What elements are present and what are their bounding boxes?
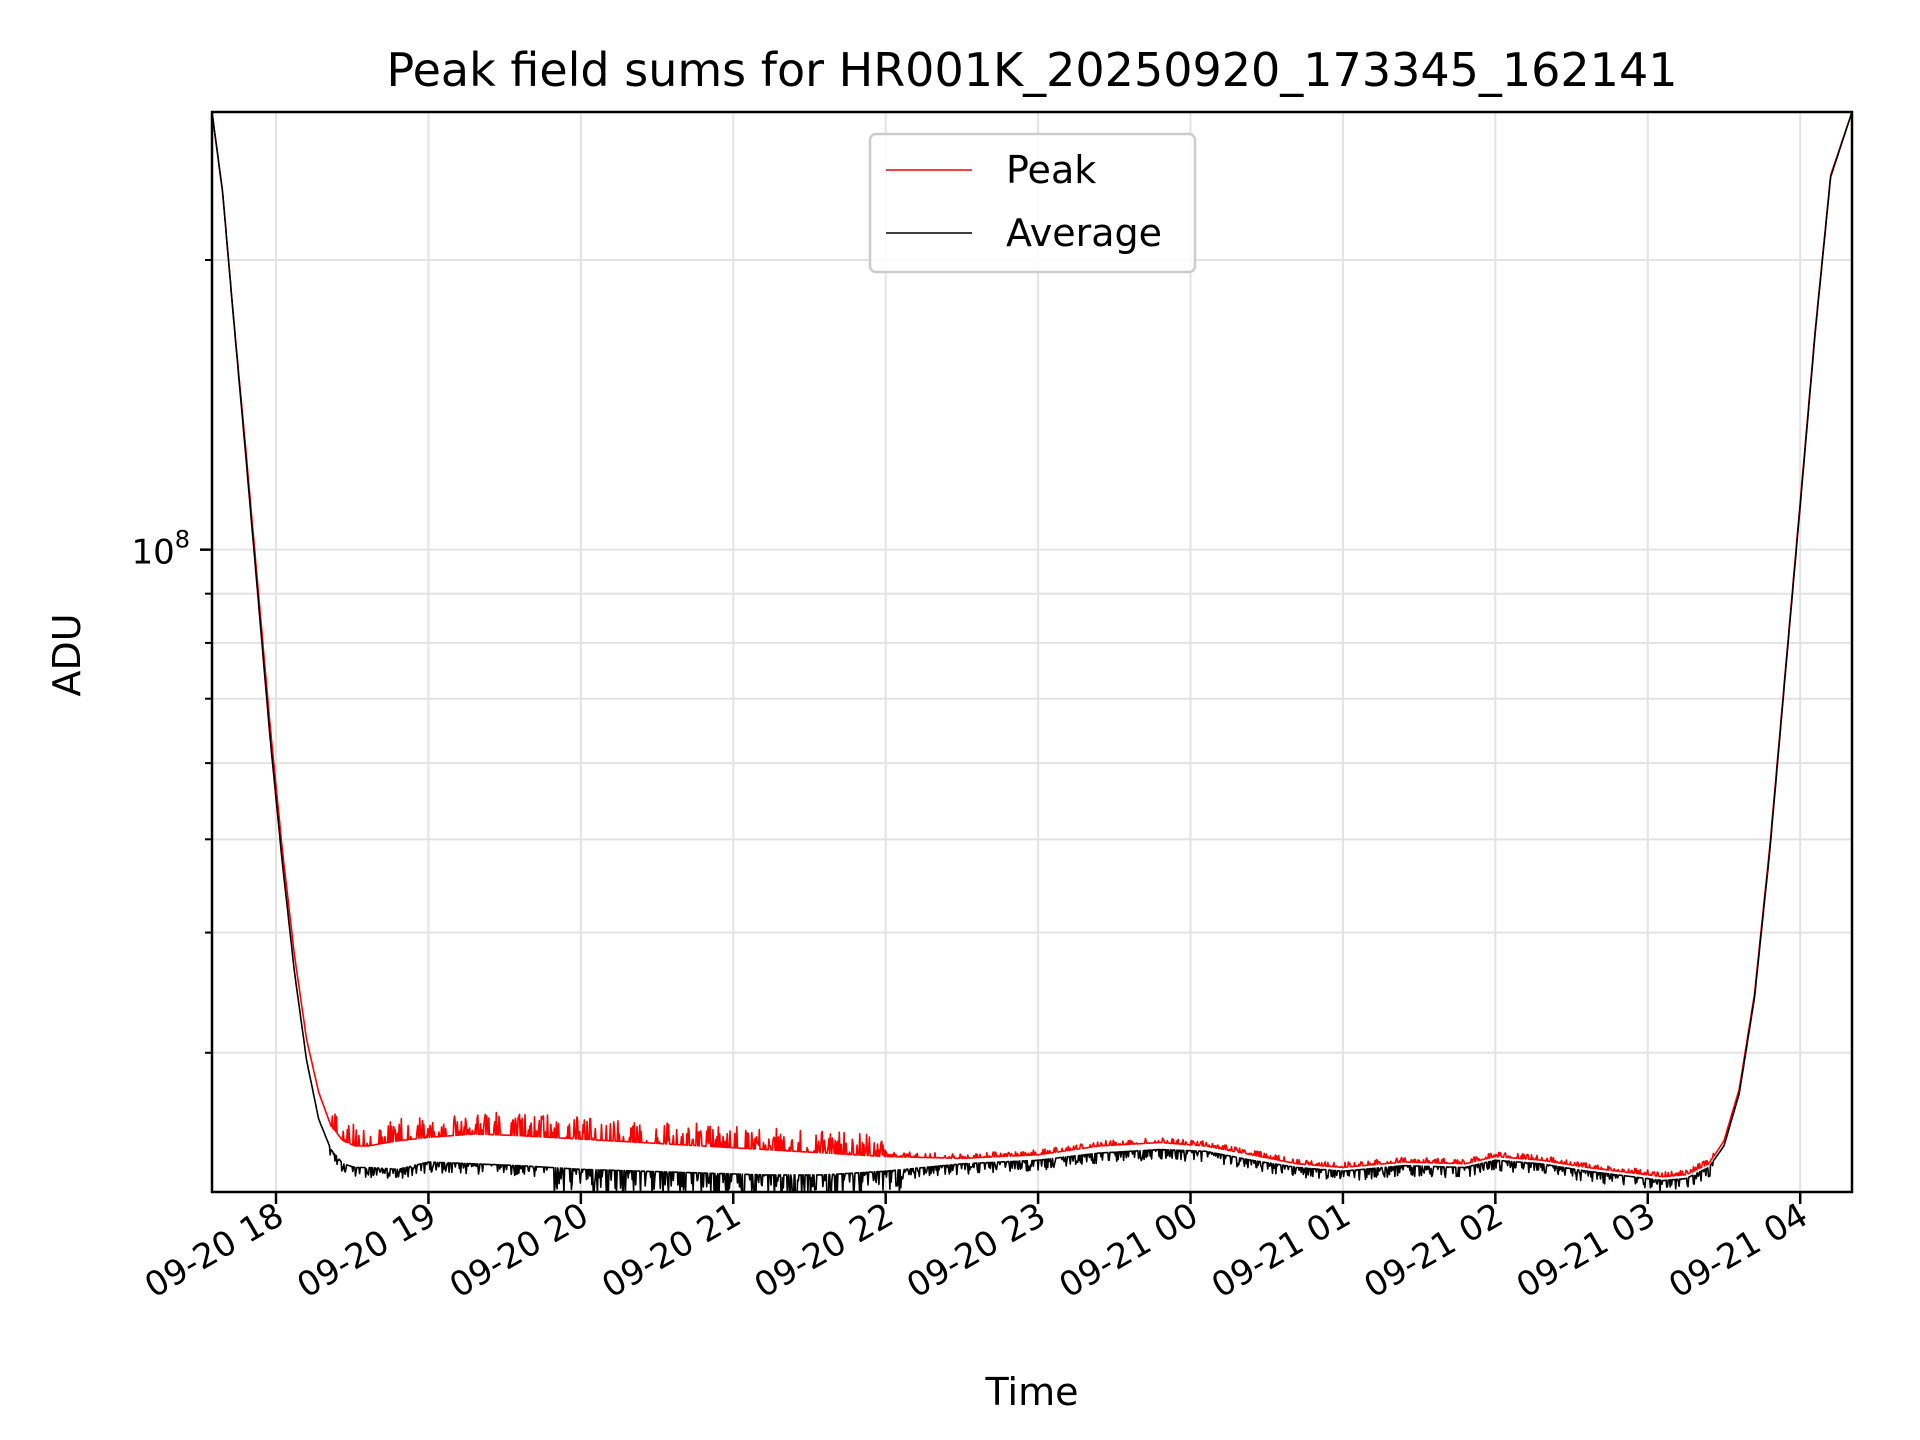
legend: Peak Average [868,132,1197,274]
y-major-tick-exponent: 8 [175,526,190,554]
chart-title: Peak field sums for HR001K_20250920_1733… [387,43,1678,97]
x-axis-label: Time [985,1370,1079,1414]
series-layer [212,112,1852,1192]
series-average-line [212,112,1852,1192]
y-axis-ticks [200,259,212,1054]
grid-layer [212,112,1852,1192]
y-axis-label: ADU [45,613,89,696]
y-major-tick-label: 108 [131,526,190,573]
plot-frame [210,110,1854,1194]
legend-average-label: Average [1006,211,1162,255]
legend-box [868,132,1197,274]
legend-peak-label: Peak [1006,148,1096,192]
series-peak-line [212,112,1852,1178]
y-major-tick-base: 10 [131,533,174,573]
